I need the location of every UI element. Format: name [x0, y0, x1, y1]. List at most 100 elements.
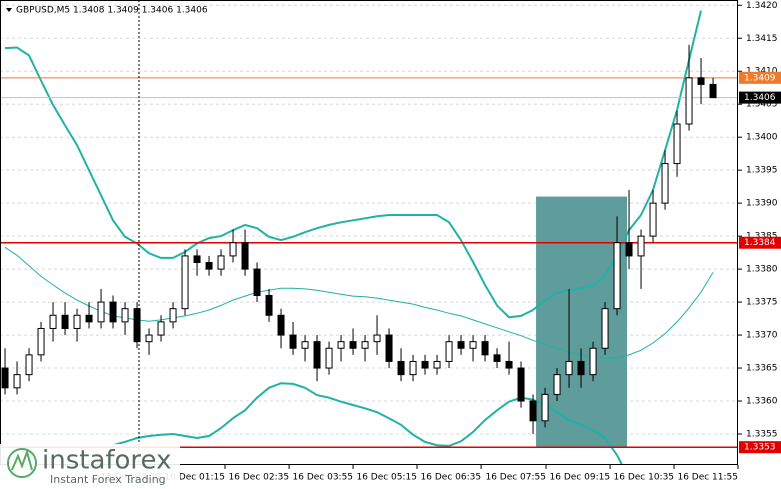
highlight-zone: [536, 196, 627, 448]
bid-line-tag: [739, 91, 781, 104]
candle-body: [181, 255, 189, 310]
logo-icon: [7, 448, 37, 478]
candle-body: [481, 341, 489, 356]
level-line-label: 1.3384: [744, 238, 776, 248]
plot-frame: [0, 0, 738, 465]
candle-body: [145, 334, 153, 343]
candle-body: [613, 242, 621, 310]
level-line-tag: [739, 441, 781, 454]
bid-line-label: 1.3406: [744, 93, 776, 103]
x-tick-label: 16 Dec 06:35: [421, 473, 482, 483]
logo: instaforex Instant Forex Trading: [0, 444, 180, 489]
candle-body: [505, 360, 513, 369]
band-0: [4, 10, 702, 319]
candle-body: [289, 334, 297, 349]
plot-area: [0, 4, 738, 465]
candle-body: [265, 294, 273, 316]
candle-body: [25, 354, 33, 376]
candle-body: [313, 341, 321, 369]
x-tick-label: 16 Dec 10:35: [614, 473, 675, 483]
logo-icon-mark: [11, 448, 33, 471]
candle-body: [109, 301, 117, 323]
x-tick-label: 16 Dec 01:15: [164, 473, 225, 483]
candle-body: [565, 360, 573, 376]
candle-body: [1, 367, 9, 389]
candle-body: [73, 314, 81, 329]
y-tick-label: 1.3415: [746, 34, 778, 44]
candle-body: [529, 400, 537, 422]
candle-body: [253, 268, 261, 296]
candle-body: [409, 360, 417, 376]
candle-body: [685, 77, 693, 125]
y-tick-label: 1.3360: [746, 397, 778, 407]
candle-body: [277, 314, 285, 336]
level-line-tag: [739, 236, 781, 249]
y-tick-label: 1.3375: [746, 298, 778, 308]
ask-line-label: 1.3409: [744, 73, 776, 83]
candle-body: [661, 163, 669, 204]
y-tick-label: 1.3420: [746, 1, 778, 11]
candle-body: [217, 255, 225, 270]
candle-body: [397, 360, 405, 376]
candle-body: [385, 334, 393, 362]
candle-body: [433, 360, 441, 369]
candle-body: [601, 308, 609, 349]
y-tick-label: 1.3355: [746, 430, 778, 440]
candle-body: [421, 360, 429, 369]
candle-body: [625, 242, 633, 257]
candle-body: [541, 393, 549, 422]
x-tick-label: 16 Dec 02:35: [229, 473, 290, 483]
candle-body: [205, 262, 213, 270]
candle-body: [301, 341, 309, 349]
candle-body: [709, 83, 717, 99]
candle-body: [13, 374, 21, 389]
candle-body: [325, 347, 333, 369]
candle-body: [169, 308, 177, 323]
y-tick-label: 1.3405: [746, 100, 778, 110]
candle-body: [229, 242, 237, 257]
candle-body: [241, 242, 249, 270]
logo-name: instaforex: [42, 446, 171, 476]
candle-body: [361, 341, 369, 349]
level-line-label: 1.3353: [744, 443, 776, 453]
logo-tagline: Instant Forex Trading: [50, 473, 166, 486]
y-tick-label: 1.3370: [746, 331, 778, 341]
ask-line-tag: [739, 71, 781, 84]
y-tick-label: 1.3400: [746, 133, 778, 143]
candle-body: [649, 202, 657, 237]
candle-body: [589, 347, 597, 376]
candle-body: [37, 327, 45, 356]
y-tick-label: 1.3365: [746, 364, 778, 374]
candle-body: [445, 341, 453, 362]
x-tick-label: 16 Dec 03:55: [293, 473, 354, 483]
candle-body: [697, 77, 705, 85]
x-tick-label: 16 Dec 05:15: [356, 473, 417, 483]
candle-body: [349, 341, 357, 349]
candle-body: [517, 367, 525, 402]
candle-body: [337, 341, 345, 349]
y-tick-label: 1.3380: [746, 265, 778, 275]
y-tick-label: 1.3395: [746, 166, 778, 176]
chart-title: GBPUSD,M5 1.3408 1.3409 1.3406 1.3406: [16, 6, 208, 16]
candle-body: [457, 341, 465, 349]
candle-body: [157, 321, 165, 336]
menu-arrow: [6, 8, 12, 12]
candle-body: [49, 314, 57, 329]
candle-body: [373, 334, 381, 343]
x-tick-label: 16 Dec 11:55: [677, 473, 738, 483]
candle-body: [673, 123, 681, 165]
candle-body: [493, 354, 501, 362]
candle-body: [61, 314, 69, 329]
x-tick-label: 16 Dec 07:55: [485, 473, 546, 483]
y-tick-label: 1.3410: [746, 67, 778, 77]
candle-body: [133, 308, 141, 343]
candle-body: [97, 301, 105, 323]
candle-body: [553, 374, 561, 395]
y-tick-label: 1.3385: [746, 232, 778, 242]
y-tick-label: 1.3390: [746, 199, 778, 209]
candle-body: [193, 255, 201, 264]
candle-body: [637, 235, 645, 257]
candle-body: [121, 308, 129, 323]
